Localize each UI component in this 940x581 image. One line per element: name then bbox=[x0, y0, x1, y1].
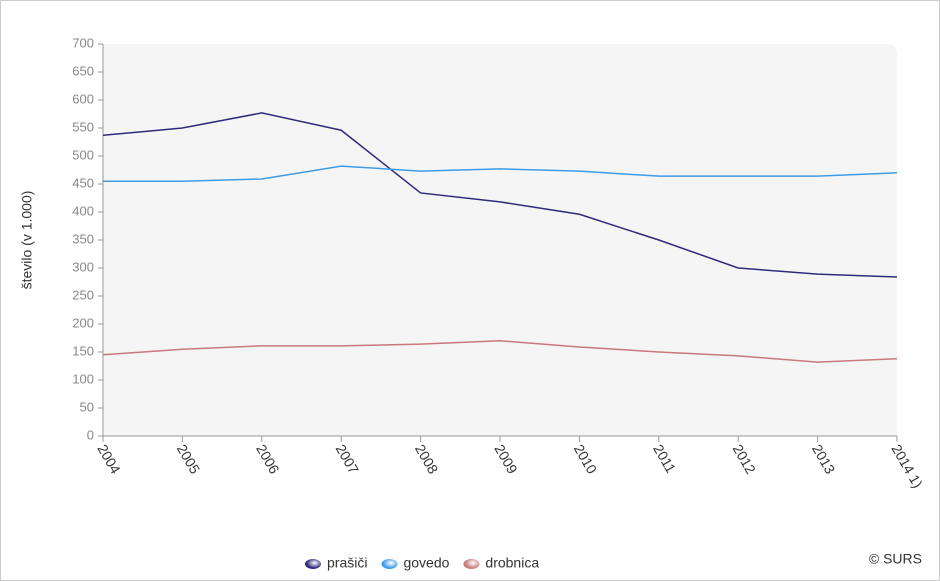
y-tick-label: 150 bbox=[72, 343, 94, 358]
legend-label: prašiči bbox=[327, 555, 367, 571]
y-tick-label: 650 bbox=[72, 63, 94, 78]
y-tick-label: 50 bbox=[80, 399, 94, 414]
y-tick-label: 300 bbox=[72, 259, 94, 274]
series-line bbox=[103, 165, 898, 182]
y-tick-label: 100 bbox=[72, 371, 94, 386]
legend-label: drobnica bbox=[485, 555, 539, 571]
y-axis-label: število (v 1.000) bbox=[19, 191, 35, 290]
y-tick-label: 200 bbox=[72, 315, 94, 330]
y-tick-label: 0 bbox=[87, 427, 94, 442]
legend-label: govedo bbox=[403, 555, 449, 571]
y-tick-label: 500 bbox=[72, 147, 94, 162]
plot-area bbox=[103, 44, 897, 436]
y-tick-label: 450 bbox=[72, 175, 94, 190]
legend-marker bbox=[463, 559, 480, 569]
y-tick-label: 600 bbox=[72, 91, 94, 106]
series-line bbox=[102, 112, 898, 278]
y-tick-label: 350 bbox=[72, 231, 94, 246]
y-tick-label: 700 bbox=[72, 35, 94, 50]
y-tick-label: 250 bbox=[72, 287, 94, 302]
y-tick-label: 400 bbox=[72, 203, 94, 218]
credit: © SURS bbox=[869, 551, 922, 567]
y-tick-label: 550 bbox=[72, 119, 94, 134]
legend-marker bbox=[381, 559, 398, 569]
series-line bbox=[102, 340, 898, 363]
legend-marker bbox=[305, 559, 321, 569]
